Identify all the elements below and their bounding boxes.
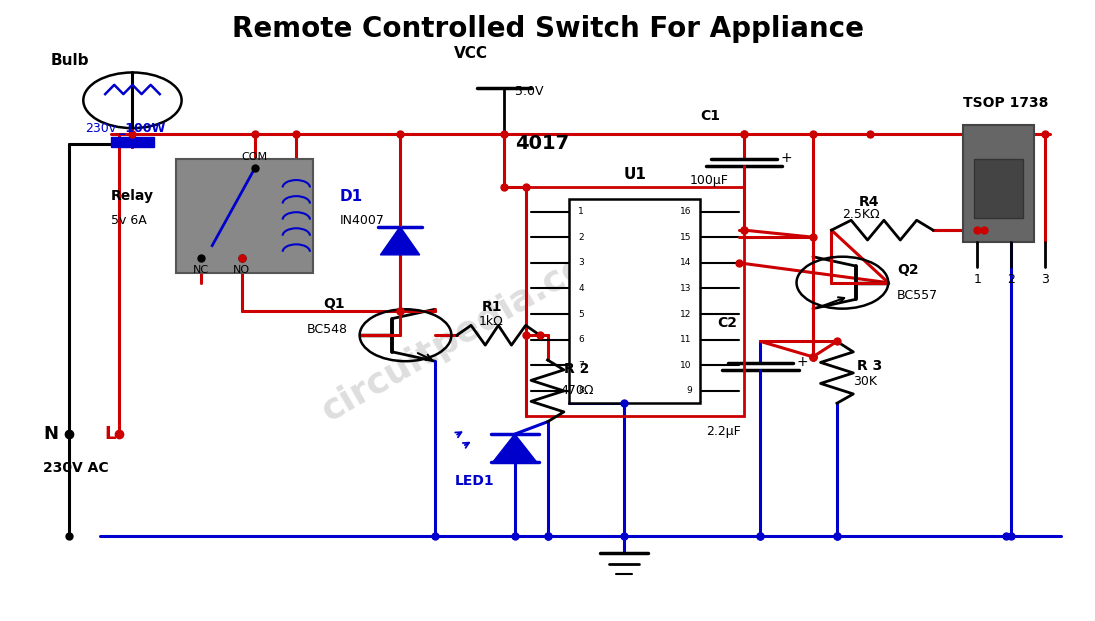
Text: 16: 16 [680, 207, 692, 216]
Text: 2: 2 [1007, 273, 1015, 286]
Text: 30K: 30K [853, 375, 877, 388]
Text: +: + [796, 355, 808, 369]
Text: R 3: R 3 [856, 359, 881, 373]
Text: Bulb: Bulb [50, 53, 89, 68]
Text: U1: U1 [623, 167, 646, 182]
Text: 2.2μF: 2.2μF [706, 425, 740, 438]
Text: Q1: Q1 [324, 297, 345, 311]
Bar [111, 137, 154, 147]
Text: 230v: 230v [85, 122, 116, 135]
Text: TSOP 1738: TSOP 1738 [964, 96, 1049, 111]
Text: 15: 15 [680, 233, 692, 242]
Text: 100μF: 100μF [690, 174, 728, 187]
Text: R1: R1 [482, 301, 503, 314]
Text: LED1: LED1 [454, 473, 494, 487]
Text: 3: 3 [578, 258, 584, 267]
Bar [975, 159, 1023, 218]
Text: 3: 3 [1040, 273, 1049, 286]
Text: 13: 13 [680, 284, 692, 293]
Text: 11: 11 [680, 335, 692, 344]
Text: 5.0V: 5.0V [515, 84, 543, 97]
Text: R 2: R 2 [564, 362, 589, 376]
Text: 2.5KΩ: 2.5KΩ [842, 208, 880, 221]
Text: 230V AC: 230V AC [43, 461, 108, 475]
Bar [964, 125, 1034, 242]
Text: Relay: Relay [111, 189, 153, 203]
Text: 1kΩ: 1kΩ [479, 314, 504, 327]
Text: 6: 6 [578, 335, 584, 344]
Text: 8: 8 [578, 386, 584, 396]
Text: NC: NC [193, 265, 209, 275]
Text: 4: 4 [578, 284, 584, 293]
Text: C2: C2 [717, 316, 737, 330]
Text: D1: D1 [339, 189, 364, 204]
Polygon shape [493, 434, 537, 462]
Bar [526, 187, 745, 415]
Text: 14: 14 [680, 258, 692, 267]
Text: 5v 6A: 5v 6A [111, 214, 147, 227]
Text: C1: C1 [701, 109, 721, 123]
Text: 2: 2 [578, 233, 584, 242]
Text: 9: 9 [685, 386, 692, 396]
Text: Remote Controlled Switch For Appliance: Remote Controlled Switch For Appliance [231, 15, 864, 43]
Text: BC548: BC548 [308, 322, 348, 335]
Text: 1: 1 [578, 207, 584, 216]
Text: 1: 1 [973, 273, 981, 286]
Bar [176, 159, 313, 273]
Text: L: L [104, 425, 115, 443]
Text: R4: R4 [858, 196, 879, 209]
Text: BC557: BC557 [897, 289, 938, 302]
Text: COM: COM [242, 152, 268, 162]
Text: N: N [43, 425, 58, 443]
Polygon shape [380, 227, 419, 255]
Text: 470Ω: 470Ω [561, 384, 595, 397]
Text: NO: NO [233, 265, 251, 275]
Text: 10: 10 [680, 361, 692, 369]
Text: 4017: 4017 [515, 134, 569, 153]
Text: 12: 12 [680, 309, 692, 319]
Text: _100W: _100W [119, 122, 165, 135]
Text: circuitpedia.com: circuitpedia.com [315, 230, 626, 428]
Text: VCC: VCC [454, 47, 488, 61]
Text: 7: 7 [578, 361, 584, 369]
Text: 5: 5 [578, 309, 584, 319]
Text: Q2: Q2 [897, 263, 919, 278]
Text: IN4007: IN4007 [339, 214, 384, 227]
Bar [569, 199, 701, 403]
Text: +: + [780, 151, 792, 165]
